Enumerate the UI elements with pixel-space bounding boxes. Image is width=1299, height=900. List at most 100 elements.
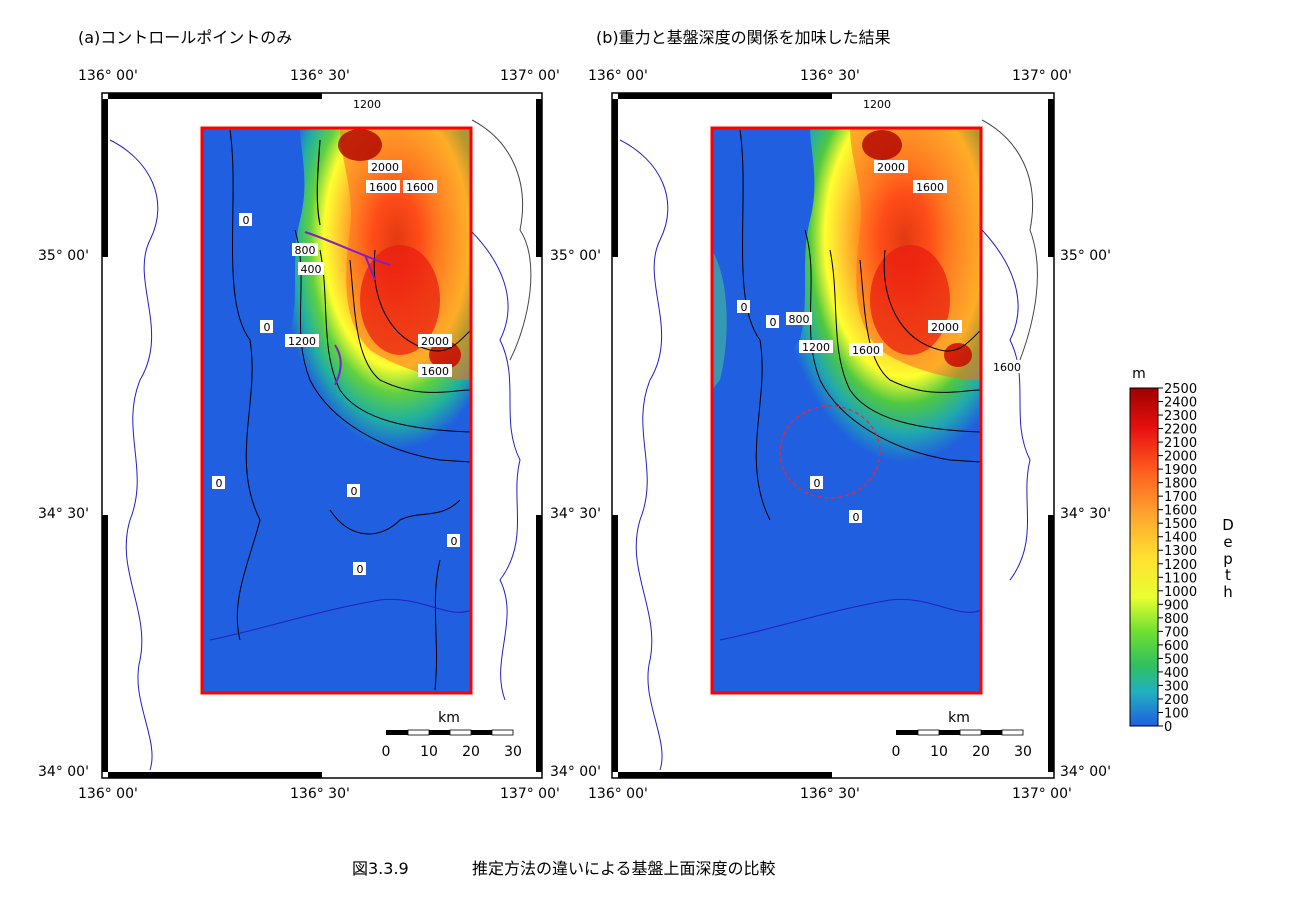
contour-label-a-3: 0 bbox=[216, 477, 223, 490]
scale-label-b-0: 0 bbox=[892, 744, 901, 760]
colorbar-unit: m bbox=[1132, 366, 1146, 382]
colorbar-tick-label: 1800 bbox=[1164, 477, 1197, 492]
colorbar-tick-label: 2300 bbox=[1164, 409, 1197, 424]
panel-b-frame-right-black-2 bbox=[1048, 515, 1054, 772]
lat-tick-a-right-2: 34° 30' bbox=[550, 506, 601, 522]
contour-label-b-3: 0 bbox=[814, 477, 821, 490]
lat-tick-b-right-3: 34° 00' bbox=[1060, 764, 1111, 780]
map-panel-b: 0 0 0 0 800 1200 1600 1200 1600 1600 200… bbox=[611, 92, 1055, 779]
contour-label-box-b-6 bbox=[799, 340, 833, 353]
contour-label-box-b-7 bbox=[849, 343, 883, 356]
contour-a-1 bbox=[294, 229, 472, 463]
contour-label-box-a-14 bbox=[418, 334, 452, 347]
contour-a-outside bbox=[471, 119, 532, 361]
colorbar-label-d: D bbox=[1222, 516, 1234, 534]
contour-label-box-a-2 bbox=[260, 320, 273, 333]
scale-label-b-30: 30 bbox=[1014, 744, 1032, 760]
contour-label-box-b-8 bbox=[860, 97, 894, 110]
contour-label-a-11: 1200 bbox=[353, 98, 381, 111]
panel-b-frame-top-black bbox=[618, 93, 832, 99]
colorbar-ramp bbox=[1129, 387, 1159, 727]
panel-b-depth-west-edge bbox=[712, 250, 727, 390]
scale-label-a-0: 0 bbox=[382, 744, 391, 760]
contour-label-b-2: 0 bbox=[770, 316, 777, 329]
contour-label-box-b-9 bbox=[913, 180, 947, 193]
contour-label-b-5: 800 bbox=[789, 313, 810, 326]
panel-a-frame-top-black bbox=[108, 93, 322, 99]
contour-label-a-14: 2000 bbox=[421, 335, 449, 348]
colorbar-tick-label: 1500 bbox=[1164, 517, 1197, 532]
lon-tick-a-top-3: 137° 00' bbox=[500, 68, 560, 84]
scale-bar-b: km 0 10 20 30 bbox=[892, 710, 1032, 760]
contour-label-a-1: 0 bbox=[243, 214, 250, 227]
contour-b-1 bbox=[804, 229, 982, 463]
panel-a-depth-peak-north bbox=[338, 129, 382, 161]
colorbar-tick-label: 300 bbox=[1164, 679, 1189, 694]
contour-label-box-b-1 bbox=[737, 300, 750, 313]
contour-label-b-11: 2000 bbox=[931, 321, 959, 334]
contour-a-2 bbox=[319, 249, 472, 433]
contour-label-a-9: 1600 bbox=[406, 181, 434, 194]
contour-label-a-12: 1600 bbox=[421, 365, 449, 378]
colorbar-tick-label: 1900 bbox=[1164, 463, 1197, 478]
lon-tick-b-bottom-1: 136° 00' bbox=[588, 786, 648, 802]
colorbar-tick-label: 2400 bbox=[1164, 396, 1197, 411]
contour-label-box-b-2 bbox=[766, 315, 779, 328]
figure-caption-text: 推定方法の違いによる基盤上面深度の比較 bbox=[472, 859, 776, 878]
contour-label-a-7: 400 bbox=[301, 263, 322, 276]
figure-caption-number: 図3.3.9 bbox=[352, 859, 409, 878]
contour-label-box-a-8 bbox=[292, 243, 318, 256]
colorbar-tick-label: 600 bbox=[1164, 639, 1189, 654]
panel-b-frame-bottom-black bbox=[618, 772, 832, 778]
scale-unit-a: km bbox=[438, 710, 460, 726]
contour-label-box-a-3 bbox=[212, 476, 225, 489]
panel-b-depth-peak-north bbox=[862, 130, 902, 160]
colorbar-tick-label: 1600 bbox=[1164, 504, 1197, 519]
contour-label-a-2: 0 bbox=[264, 321, 271, 334]
lon-tick-b-top-3: 137° 00' bbox=[1012, 68, 1072, 84]
contour-label-b-12: 2000 bbox=[877, 161, 905, 174]
contour-b-4 bbox=[883, 249, 982, 352]
contour-label-b-8: 1200 bbox=[863, 98, 891, 111]
contour-a-coast bbox=[329, 499, 461, 535]
lon-tick-b-bottom-2: 136° 30' bbox=[800, 786, 860, 802]
dashed-region-b bbox=[779, 405, 881, 499]
fault-lines-a bbox=[304, 231, 391, 386]
scale-label-a-20: 20 bbox=[462, 744, 480, 760]
contour-label-box-a-4 bbox=[347, 484, 360, 497]
panel-a-depth-peak-2 bbox=[429, 341, 461, 369]
contour-label-box-a-9 bbox=[403, 180, 437, 193]
contour-b-zero bbox=[739, 129, 771, 521]
panel-b-frame-right-black-1 bbox=[1048, 99, 1054, 257]
lon-tick-a-bottom-2: 136° 30' bbox=[290, 786, 350, 802]
lat-tick-a-left-2: 34° 30' bbox=[38, 506, 89, 522]
colorbar-label-t: t bbox=[1225, 566, 1231, 584]
contour-label-b-7: 1600 bbox=[852, 344, 880, 357]
colorbar-label-h: h bbox=[1223, 583, 1233, 601]
lon-tick-a-bottom-3: 137° 00' bbox=[500, 786, 560, 802]
panel-a-title: (a)コントロールポイントのみ bbox=[78, 28, 293, 47]
colorbar-tick-label: 1000 bbox=[1164, 585, 1197, 600]
contour-label-b-9: 1600 bbox=[916, 181, 944, 194]
panel-b-title: (b)重力と基盤深度の関係を加味した結果 bbox=[596, 28, 891, 47]
colorbar-label: D e p t h bbox=[1222, 516, 1234, 601]
lon-tick-b-top-2: 136° 30' bbox=[800, 68, 860, 84]
colorbar-tick-label: 1700 bbox=[1164, 490, 1197, 505]
lon-tick-a-bottom-1: 136° 00' bbox=[78, 786, 138, 802]
contour-label-box-b-5 bbox=[786, 312, 812, 325]
contour-label-a-5: 0 bbox=[357, 563, 364, 576]
scale-unit-b: km bbox=[948, 710, 970, 726]
contour-label-a-13: 1600 bbox=[369, 181, 397, 194]
contour-b-2 bbox=[829, 249, 982, 433]
contour-label-box-a-13 bbox=[366, 180, 400, 193]
contour-b-outside bbox=[981, 119, 1038, 361]
contour-label-a-10: 1200 bbox=[288, 335, 316, 348]
colorbar-tick-label: 900 bbox=[1164, 598, 1189, 613]
contour-label-box-b-3 bbox=[810, 476, 823, 489]
panel-b-frame-left-black-2 bbox=[612, 515, 618, 772]
colorbar-tick-label: 700 bbox=[1164, 625, 1189, 640]
contour-a-3 bbox=[349, 259, 472, 393]
coastline-a-west bbox=[109, 139, 159, 771]
coastline-a-south bbox=[209, 598, 472, 641]
